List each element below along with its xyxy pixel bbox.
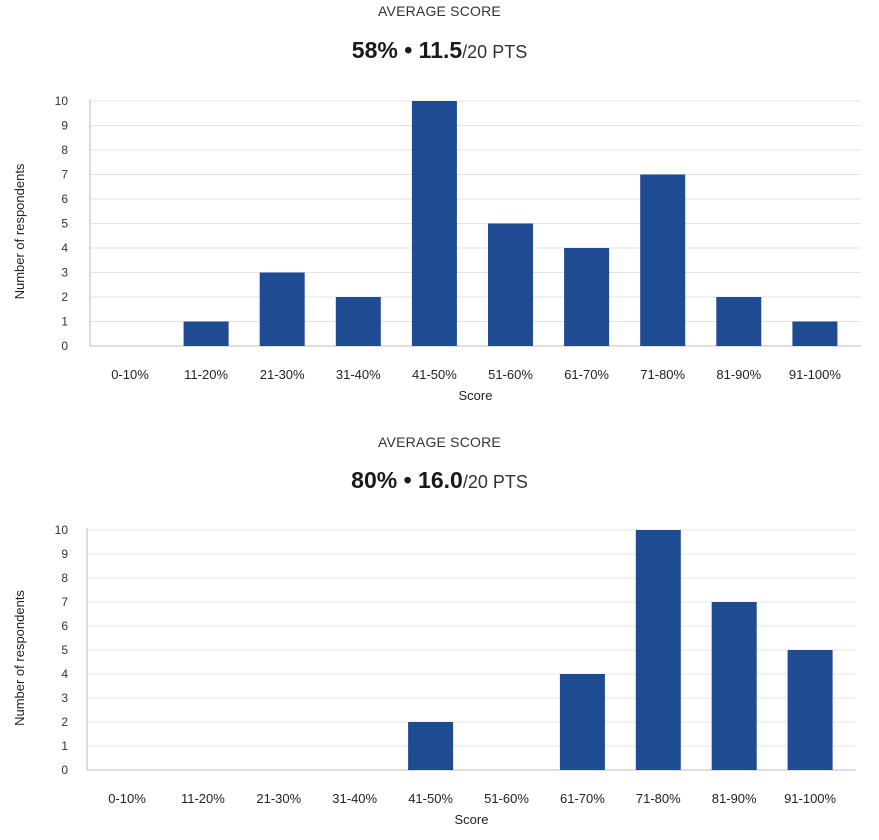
- x-tick-label: 21-30%: [256, 791, 301, 806]
- y-tick-label: 10: [55, 523, 69, 537]
- histogram-bar: [411, 101, 457, 346]
- x-axis-label: Score: [459, 388, 493, 403]
- x-tick-label: 71-80%: [640, 367, 685, 382]
- y-tick-label: 7: [61, 168, 68, 182]
- histogram-chart-2: 0 1 2 3 4 5 6 7 8 9 10 0-10% 11-20% 21-30% 31-40% 41-50…: [12, 523, 856, 827]
- y-tick-label: 9: [61, 119, 68, 133]
- y-tick-label: 2: [61, 290, 68, 304]
- histogram-bar: [640, 174, 686, 346]
- y-tick-label: 0: [61, 763, 68, 777]
- average-score-separator: •: [404, 37, 413, 63]
- x-tick-label: 61-70%: [560, 791, 605, 806]
- y-tick-label: 8: [61, 143, 68, 157]
- x-tick-label: 21-30%: [260, 367, 305, 382]
- y-tick-label: 5: [61, 217, 68, 231]
- y-tick-label: 3: [61, 266, 68, 280]
- average-score-summary: 80% • 16.0/20 PTS: [0, 467, 879, 494]
- y-tick-label: 10: [55, 94, 69, 108]
- histogram-bar: [792, 321, 838, 346]
- histogram-bar: [335, 297, 381, 346]
- average-score-points-suffix: /20 PTS: [462, 472, 528, 492]
- x-tick-label: 51-60%: [488, 367, 533, 382]
- y-axis-label: Number of respondents: [12, 163, 27, 299]
- y-tick-label: 1: [61, 315, 68, 329]
- histogram-bar: [716, 297, 762, 346]
- x-tick-label: 41-50%: [408, 791, 453, 806]
- x-axis-label: Score: [455, 812, 489, 827]
- histogram-bar: [183, 321, 229, 346]
- average-score-separator: •: [403, 467, 412, 493]
- histogram-bar: [408, 722, 454, 770]
- x-tick-label: 91-100%: [784, 791, 836, 806]
- histogram-bar: [711, 602, 757, 770]
- histogram-chart-1: 0 1 2 3 4 5 6 7 8 9 10 0-10% 11-20% 21-30% 31-40% 41-50…: [12, 94, 861, 403]
- y-tick-label: 2: [61, 715, 68, 729]
- average-score-summary: 58% • 11.5/20 PTS: [0, 37, 879, 64]
- x-tick-label: 91-100%: [789, 367, 841, 382]
- y-tick-label: 6: [61, 192, 68, 206]
- x-tick-label: 41-50%: [412, 367, 457, 382]
- histogram-bar: [564, 248, 610, 346]
- average-score-percent: 80%: [351, 467, 398, 493]
- y-tick-label: 3: [61, 691, 68, 705]
- y-tick-label: 5: [61, 643, 68, 657]
- x-tick-label: 51-60%: [484, 791, 529, 806]
- y-tick-label: 9: [61, 547, 68, 561]
- x-tick-label: 0-10%: [108, 791, 146, 806]
- y-tick-label: 4: [61, 667, 68, 681]
- x-tick-label: 81-90%: [712, 791, 757, 806]
- average-score-points-suffix: /20 PTS: [462, 42, 528, 62]
- y-tick-label: 4: [61, 241, 68, 255]
- y-tick-label: 0: [61, 339, 68, 353]
- x-tick-label: 31-40%: [336, 367, 381, 382]
- x-tick-label: 11-20%: [184, 367, 228, 382]
- x-tick-label: 71-80%: [636, 791, 681, 806]
- y-axis-label: Number of respondents: [12, 590, 27, 726]
- x-tick-label: 31-40%: [332, 791, 377, 806]
- x-tick-label: 61-70%: [564, 367, 609, 382]
- average-score-label: AVERAGE SCORE: [378, 434, 501, 450]
- y-tick-label: 1: [61, 739, 68, 753]
- average-score-label: AVERAGE SCORE: [378, 3, 501, 19]
- histogram-bar: [488, 223, 533, 346]
- average-score-points: 16.0: [418, 467, 463, 493]
- average-score-points: 11.5: [418, 37, 463, 63]
- x-tick-label: 0-10%: [111, 367, 149, 382]
- score-panel-1: AVERAGE SCORE 58% • 11.5/20 PTS 0 1 2 3 4 5 6 7…: [0, 0, 879, 418]
- histogram-bar: [259, 272, 305, 346]
- score-panel-2: AVERAGE SCORE 80% • 16.0/20 PTS 0 1 2 3 4 5 6 7…: [0, 420, 879, 840]
- y-tick-label: 7: [61, 595, 68, 609]
- average-score-percent: 58%: [351, 37, 398, 63]
- y-tick-label: 6: [61, 619, 68, 633]
- histogram-bar: [635, 530, 681, 770]
- histogram-bar: [787, 650, 833, 770]
- histogram-bar: [559, 674, 605, 770]
- y-tick-label: 8: [61, 571, 68, 585]
- x-tick-label: 81-90%: [716, 367, 761, 382]
- x-tick-label: 11-20%: [181, 791, 225, 806]
